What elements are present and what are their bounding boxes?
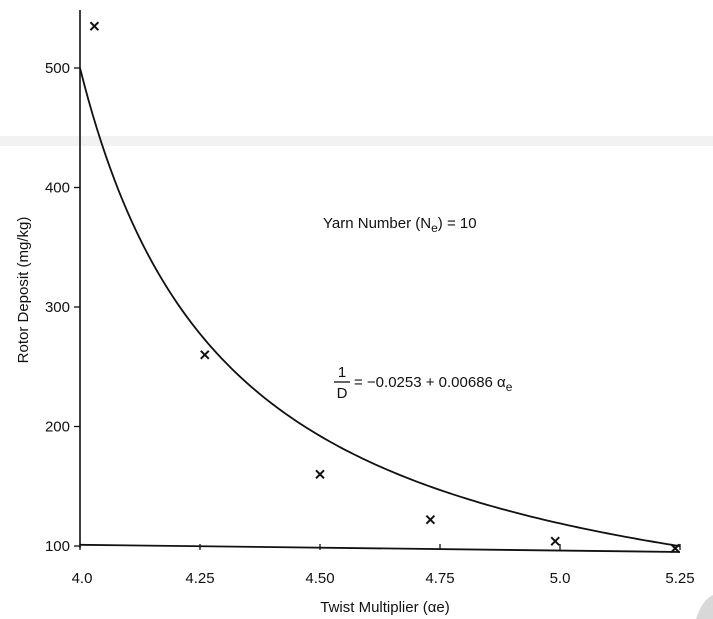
data-point-stroke (425, 515, 436, 525)
y-tick-label: 400 (45, 180, 70, 197)
data-point-stroke (315, 469, 325, 480)
y-tick-label: 500 (45, 60, 70, 77)
equation-numerator: 1 (338, 364, 346, 381)
data-points (89, 21, 680, 554)
equation-rhs-line: = −0.0253 + 0.00686 αe (354, 374, 513, 394)
data-point (550, 536, 560, 546)
yarn-number-subscript: e (431, 221, 438, 235)
data-point (315, 469, 325, 480)
y-axis-ticks: 100 200 300 400 500 (45, 60, 80, 555)
fit-equation-annotation: 1 D = −0.0253 + 0.00686 αe (334, 364, 513, 402)
equation-rhs: = −0.0253 + 0.00686 α (354, 374, 506, 391)
equation-rhs-subscript: e (506, 380, 513, 394)
x-tick-label: 5.0 (550, 570, 571, 587)
data-point-stroke (200, 350, 210, 360)
data-point (425, 515, 436, 525)
data-point-stroke (670, 543, 680, 554)
x-tick-label: 4.25 (185, 570, 214, 587)
data-point (89, 21, 100, 31)
yarn-number-suffix: ) = 10 (438, 215, 477, 232)
x-axis-title: Twist Multiplier (αe) (320, 599, 450, 616)
x-tick-label: 4.50 (305, 570, 334, 587)
data-point (200, 350, 210, 360)
x-tick-label: 4.0 (72, 570, 93, 587)
x-axis-ticks: 4.0 4.25 4.50 4.75 5.0 5.25 (72, 544, 695, 587)
straight-line (79, 543, 681, 553)
y-tick-label: 100 (45, 538, 70, 555)
y-tick-label: 300 (45, 299, 70, 316)
x-tick-label: 4.75 (425, 570, 454, 587)
data-point-stroke (550, 536, 560, 546)
data-point (670, 543, 680, 554)
yarn-number-annotation: Yarn Number (Ne) = 10 (323, 215, 477, 235)
page-corner-shadow (696, 595, 713, 619)
equation-denominator: D (337, 385, 348, 402)
fitted-curve (79, 67, 681, 548)
scan-artifact-band (0, 136, 713, 146)
y-axis-title: Rotor Deposit (mg/kg) (15, 217, 32, 364)
y-tick-label: 200 (45, 419, 70, 436)
data-point-stroke (89, 21, 100, 31)
yarn-number-prefix: Yarn Number (N (323, 215, 431, 232)
x-tick-label: 5.25 (665, 570, 694, 587)
